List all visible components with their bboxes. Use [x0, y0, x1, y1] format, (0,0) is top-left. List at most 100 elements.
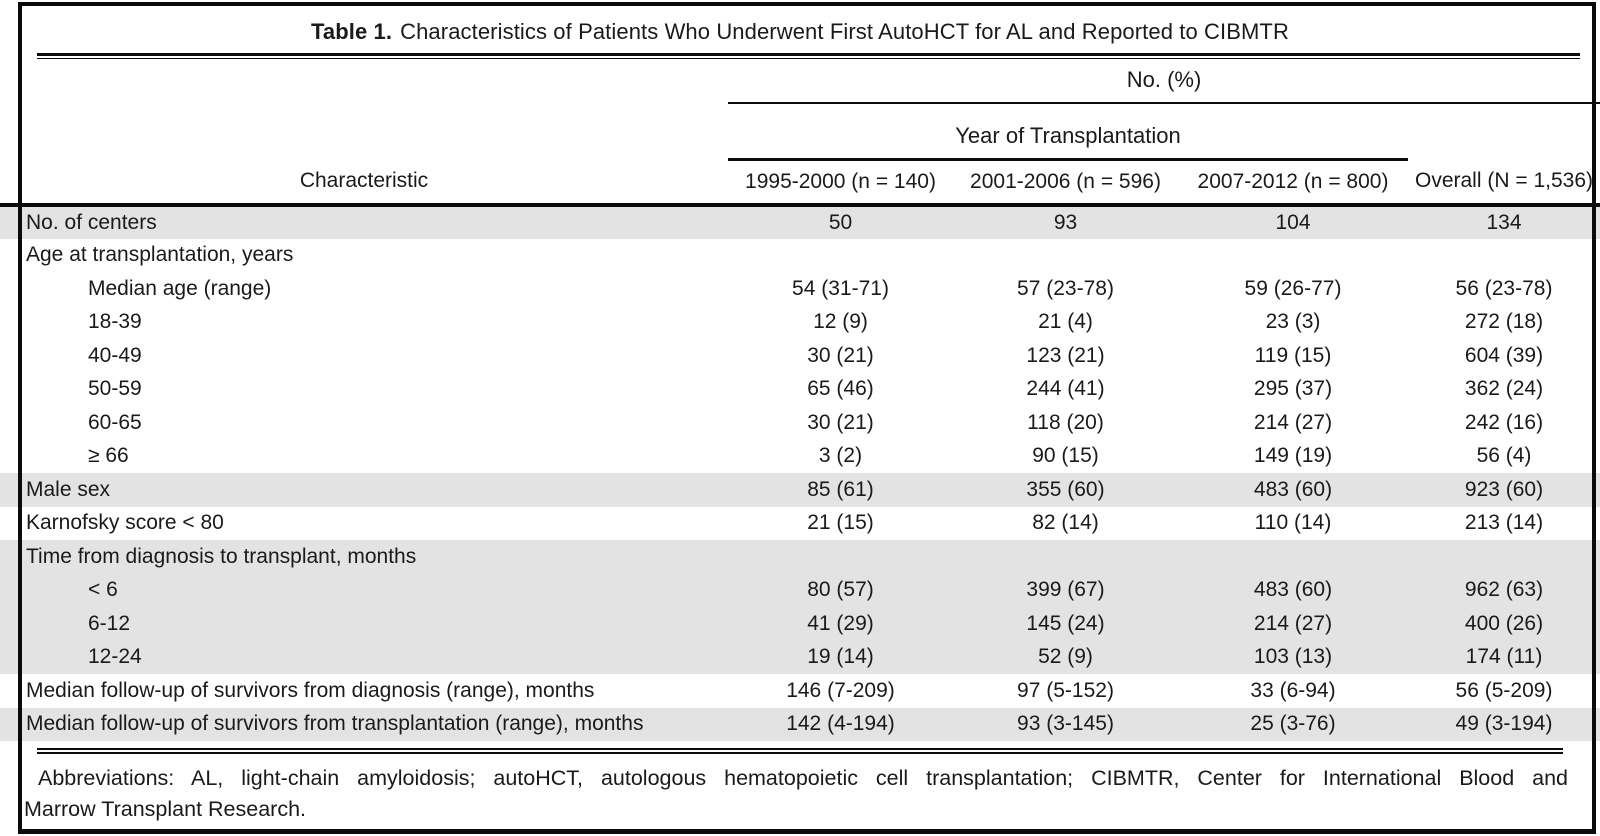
row-label: No. of centers: [26, 210, 157, 234]
value-overall: 362 (24): [1464, 377, 1544, 401]
table-row: < 6 80 (57) 399 (67) 483 (60) 962 (63): [0, 573, 1600, 607]
row-label: Karnofsky score < 80: [26, 511, 224, 535]
value-1995-2000: 80 (57): [807, 578, 874, 602]
patient-characteristics-table: No. (%) Year of Transplantation Characte…: [0, 59, 1600, 741]
row-label: Age at transplantation, years: [26, 243, 294, 267]
table-row: 6-12 41 (29) 145 (24) 214 (27) 400 (26): [0, 607, 1600, 641]
value-1995-2000: 12 (9): [813, 310, 868, 334]
header-spacer: [0, 59, 728, 103]
value-1995-2000: 19 (14): [807, 645, 874, 669]
header-group-row-year: Year of Transplantation: [0, 103, 1600, 161]
value-overall: 272 (18): [1464, 310, 1544, 334]
value-2007-2012: 110 (14): [1254, 511, 1332, 535]
footnote-line: Abbreviations: AL, light-chain amyloidos…: [38, 766, 1568, 790]
value-2001-2006: 93 (3-145): [1017, 712, 1114, 736]
value-overall: 400 (26): [1464, 611, 1544, 635]
column-header-1995-2000: 1995-2000 (n = 140): [728, 159, 953, 207]
value-2001-2006: 145 (24): [1026, 611, 1105, 635]
value-overall: 134: [1486, 210, 1522, 234]
value-2007-2012: 149 (19): [1253, 444, 1333, 468]
value-1995-2000: 85 (61): [807, 477, 874, 501]
value-2001-2006: 82 (14): [1032, 511, 1099, 535]
value-2007-2012: 483 (60): [1253, 477, 1333, 501]
value-overall: 56 (4): [1476, 444, 1532, 468]
header-spacer: [0, 103, 728, 159]
value-2007-2012: 23 (3): [1265, 310, 1321, 334]
value-2001-2006: 118 (20): [1027, 410, 1104, 434]
value-2007-2012: 214 (27): [1253, 611, 1333, 635]
value-1995-2000: 3 (2): [818, 444, 863, 468]
value-overall: 174 (11): [1465, 645, 1543, 669]
header-group-row-no-pct: No. (%): [0, 59, 1600, 104]
value-overall: [1408, 540, 1600, 574]
value-overall: 962 (63): [1464, 578, 1544, 602]
value-2001-2006: 97 (5-152): [1017, 678, 1114, 702]
row-label: < 6: [88, 578, 118, 602]
column-header-2007-2012: 2007-2012 (n = 800): [1178, 159, 1408, 207]
row-label: 60-65: [88, 410, 142, 434]
column-header-row: Characteristic 1995-2000 (n = 140) 2001-…: [0, 159, 1600, 207]
value-1995-2000: [728, 540, 953, 574]
value-1995-2000: 142 (4-194): [786, 712, 895, 736]
row-label: Median age (range): [88, 276, 272, 300]
value-2001-2006: 123 (21): [1026, 343, 1105, 367]
table-row: 60-65 30 (21) 118 (20) 214 (27) 242 (16): [0, 406, 1600, 440]
table-bottom-rule: [37, 748, 1563, 754]
table-row: Age at transplantation, years: [0, 239, 1600, 273]
table-row: Median follow-up of survivors from trans…: [0, 707, 1600, 741]
table-row: Median age (range) 54 (31-71) 57 (23-78)…: [0, 272, 1600, 306]
table-row: No. of centers 50 93 104 134: [0, 205, 1600, 239]
column-header-characteristic: Characteristic: [0, 159, 728, 207]
row-label: ≥ 66: [88, 444, 129, 468]
value-2001-2006: 93: [1053, 210, 1078, 234]
value-overall: 56 (5-209): [1455, 678, 1553, 702]
row-label: Median follow-up of survivors from trans…: [26, 712, 644, 736]
table-row: 18-39 12 (9) 21 (4) 23 (3) 272 (18): [0, 306, 1600, 340]
table-title-text: Characteristics of Patients Who Underwen…: [400, 19, 1289, 44]
value-1995-2000: 30 (21): [807, 410, 874, 434]
row-label: 40-49: [88, 343, 142, 367]
value-1995-2000: 41 (29): [807, 611, 874, 635]
row-label: Time from diagnosis to transplant, month…: [26, 544, 417, 568]
table-row: Median follow-up of survivors from diagn…: [0, 674, 1600, 708]
value-2007-2012: 214 (27): [1253, 410, 1333, 434]
value-2007-2012: 33 (6-94): [1250, 678, 1336, 702]
value-2001-2006: 52 (9): [1038, 645, 1093, 669]
abbreviations-footnote: Abbreviations: AL, light-chain amyloidos…: [24, 763, 1568, 825]
value-2001-2006: 57 (23-78): [1017, 276, 1114, 300]
table-row: 40-49 30 (21) 123 (21) 119 (15) 604 (39): [0, 339, 1600, 373]
table-title: Table 1. Characteristics of Patients Who …: [0, 16, 1600, 48]
table-row: Male sex 85 (61) 355 (60) 483 (60) 923 (…: [0, 473, 1600, 507]
row-label: 6-12: [88, 611, 131, 635]
row-label: 12-24: [88, 645, 142, 669]
row-label: Median follow-up of survivors from diagn…: [26, 678, 595, 702]
table-row: 12-24 19 (14) 52 (9) 103 (13) 174 (11): [0, 640, 1600, 674]
column-group-year-of-transplantation: Year of Transplantation: [728, 103, 1408, 161]
value-2007-2012: [1178, 239, 1408, 273]
value-1995-2000: [728, 239, 953, 273]
value-2001-2006: 21 (4): [1038, 310, 1093, 334]
value-2007-2012: 295 (37): [1253, 377, 1333, 401]
table-row: ≥ 66 3 (2) 90 (15) 149 (19) 56 (4): [0, 440, 1600, 474]
value-1995-2000: 30 (21): [807, 343, 874, 367]
value-overall: [1408, 239, 1600, 273]
value-1995-2000: 50: [828, 210, 853, 234]
value-1995-2000: 54 (31-71): [792, 276, 889, 300]
value-2001-2006: 399 (67): [1026, 578, 1105, 602]
value-2001-2006: [953, 239, 1178, 273]
header-spacer: [1408, 103, 1600, 159]
column-header-2001-2006: 2001-2006 (n = 596): [953, 159, 1178, 207]
table-row: Time from diagnosis to transplant, month…: [0, 540, 1600, 574]
value-1995-2000: 146 (7-209): [786, 678, 895, 702]
column-group-no-pct: No. (%): [728, 59, 1600, 104]
column-header-overall: Overall (N = 1,536): [1408, 159, 1600, 207]
value-2007-2012: 119 (15): [1254, 343, 1332, 367]
row-label: 50-59: [88, 377, 142, 401]
value-overall: 923 (60): [1464, 477, 1544, 501]
value-2007-2012: 59 (26-77): [1244, 276, 1342, 300]
value-2001-2006: 90 (15): [1032, 444, 1099, 468]
value-2007-2012: 103 (13): [1253, 645, 1333, 669]
footnote-line: Marrow Transplant Research.: [24, 797, 306, 821]
value-overall: 213 (14): [1464, 511, 1544, 535]
value-2001-2006: [953, 540, 1178, 574]
